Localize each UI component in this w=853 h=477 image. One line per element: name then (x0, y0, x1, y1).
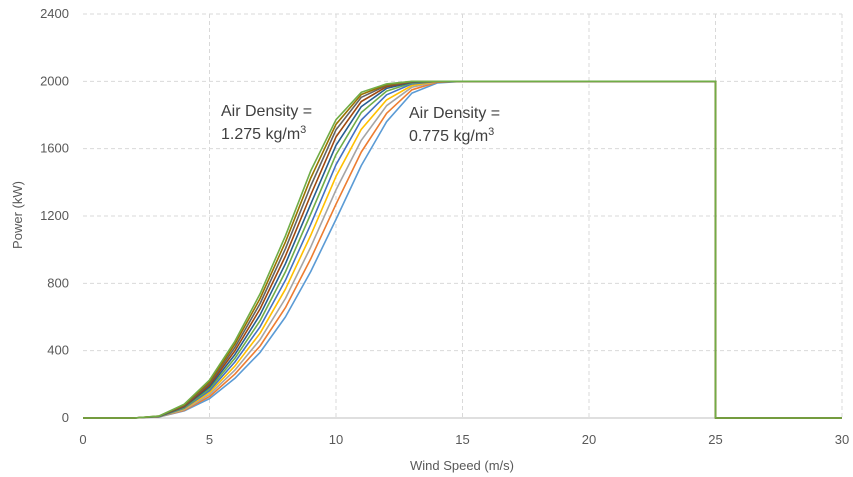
annotation-low-density-line1: Air Density = (409, 105, 500, 122)
y-axis-title: Power (kW) (10, 181, 25, 249)
annotation-high-density-exponent: 3 (300, 124, 306, 136)
annotation-high-density: Air Density = 1.275 kg/m3 (221, 103, 312, 143)
x-tick-label: 10 (329, 432, 343, 447)
x-tick-label: 0 (79, 432, 86, 447)
y-tick-label: 2000 (40, 73, 69, 88)
y-tick-label: 2400 (40, 6, 69, 21)
x-tick-label: 20 (582, 432, 596, 447)
x-tick-label: 15 (455, 432, 469, 447)
y-tick-label: 0 (62, 410, 69, 425)
annotation-high-density-line1: Air Density = (221, 103, 312, 120)
y-tick-label: 800 (47, 275, 69, 290)
annotation-low-density-line2: 0.775 kg/m3 (409, 126, 494, 145)
y-axis-ticks: 0 400 800 1200 1600 2000 2400 (40, 6, 69, 425)
y-tick-label: 400 (47, 343, 69, 358)
y-tick-label: 1200 (40, 208, 69, 223)
x-axis-ticks: 0 5 10 15 20 25 30 (79, 432, 849, 447)
y-tick-label: 1600 (40, 141, 69, 156)
x-axis-title: Wind Speed (m/s) (410, 458, 514, 473)
annotation-low-density-exponent: 3 (488, 126, 494, 138)
gridlines (83, 13, 843, 418)
annotation-low-density: Air Density = 0.775 kg/m3 (409, 105, 500, 145)
x-tick-label: 5 (206, 432, 213, 447)
series-lines (83, 80, 842, 419)
series-line-11 (83, 80, 842, 419)
x-tick-label: 25 (708, 432, 722, 447)
annotation-low-density-value: 0.775 kg/m (409, 128, 488, 145)
annotation-high-density-line2: 1.275 kg/m3 (221, 124, 306, 143)
x-tick-label: 30 (835, 432, 849, 447)
annotation-high-density-value: 1.275 kg/m (221, 126, 300, 143)
